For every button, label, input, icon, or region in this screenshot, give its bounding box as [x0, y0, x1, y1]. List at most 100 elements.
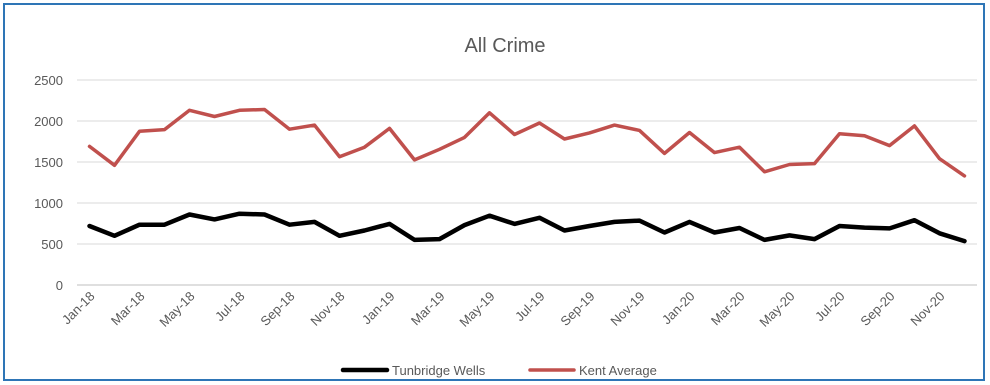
data-point	[938, 157, 941, 160]
x-tick-label: May-18	[156, 289, 197, 330]
data-point	[363, 229, 366, 232]
data-point	[588, 224, 591, 227]
data-point	[763, 170, 766, 173]
data-point	[288, 223, 291, 226]
data-point	[463, 224, 466, 227]
data-point	[638, 219, 641, 222]
data-point	[138, 130, 141, 133]
x-tick-label: Sep-20	[857, 289, 897, 329]
y-tick-label: 1000	[34, 196, 63, 211]
chart-title: All Crime	[464, 35, 545, 57]
data-point	[663, 152, 666, 155]
x-tick-label: Nov-19	[607, 289, 647, 329]
data-point	[738, 227, 741, 230]
data-point	[263, 213, 266, 216]
data-point	[913, 124, 916, 127]
data-point	[713, 231, 716, 234]
data-point	[363, 146, 366, 149]
data-point	[688, 131, 691, 134]
data-point	[313, 220, 316, 223]
data-point	[188, 213, 191, 216]
y-axis-ticks: 0 500 1000 1500 2000 2500	[34, 73, 63, 293]
data-point	[288, 128, 291, 131]
x-axis-ticks: Jan-18 Mar-18 May-18 Jul-18 Sep-18 Nov-18 Jan-…	[59, 289, 948, 330]
data-point	[238, 109, 241, 112]
data-point	[313, 124, 316, 127]
data-point	[613, 124, 616, 127]
data-point	[613, 220, 616, 223]
legend-label: Kent Average	[579, 363, 657, 378]
data-point	[463, 136, 466, 139]
data-point	[963, 174, 966, 177]
x-tick-label: Jan-20	[659, 289, 698, 328]
data-point	[138, 223, 141, 226]
data-point	[438, 238, 441, 241]
x-tick-label: Jul-19	[512, 289, 548, 325]
series-line-tunbridge-wells	[87, 211, 967, 244]
legend: Tunbridge Wells Kent Average	[340, 363, 657, 378]
y-tick-label: 0	[56, 278, 63, 293]
data-point	[388, 127, 391, 130]
chart-frame: All Crime 0 500 1000 1500 2000 2500 Jan-18 Mar…	[3, 3, 985, 381]
data-point	[738, 146, 741, 149]
data-point	[688, 220, 691, 223]
x-tick-label: Jul-20	[812, 289, 848, 325]
data-point	[863, 134, 866, 137]
line-chart: All Crime 0 500 1000 1500 2000 2500 Jan-18 Mar…	[34, 35, 977, 378]
x-tick-label: Nov-18	[307, 289, 347, 329]
data-point	[213, 218, 216, 221]
data-point	[413, 238, 416, 241]
data-point	[813, 238, 816, 241]
data-point	[338, 234, 341, 237]
data-point	[538, 216, 541, 219]
data-point	[563, 138, 566, 141]
data-point	[488, 214, 491, 217]
x-tick-label: Mar-18	[108, 289, 148, 329]
data-point	[588, 131, 591, 134]
data-point	[213, 115, 216, 118]
legend-label: Tunbridge Wells	[392, 363, 486, 378]
data-point	[413, 158, 416, 161]
data-point	[888, 144, 891, 147]
gridlines	[77, 79, 977, 286]
x-tick-label: Mar-20	[708, 289, 748, 329]
data-point	[163, 223, 166, 226]
y-tick-label: 500	[41, 237, 63, 252]
data-point	[338, 155, 341, 158]
data-point	[888, 227, 891, 230]
series-lines	[87, 107, 967, 244]
data-point	[638, 129, 641, 132]
data-point	[838, 224, 841, 227]
data-point	[713, 151, 716, 154]
data-point	[388, 222, 391, 225]
x-tick-label: Nov-20	[907, 289, 947, 329]
data-point	[838, 132, 841, 135]
data-point	[438, 148, 441, 151]
data-point	[88, 224, 91, 227]
x-tick-label: Sep-19	[557, 289, 597, 329]
data-point	[788, 163, 791, 166]
y-tick-label: 1500	[34, 155, 63, 170]
x-tick-label: Sep-18	[257, 289, 297, 329]
data-point	[113, 234, 116, 237]
x-tick-label: Mar-19	[408, 289, 448, 329]
x-tick-label: Jan-18	[59, 289, 98, 328]
data-point	[663, 231, 666, 234]
data-point	[113, 164, 116, 167]
y-tick-label: 2000	[34, 114, 63, 129]
data-point	[563, 229, 566, 232]
data-point	[88, 145, 91, 148]
data-point	[263, 108, 266, 111]
data-point	[238, 212, 241, 215]
data-point	[763, 238, 766, 241]
data-point	[488, 111, 491, 114]
data-point	[938, 232, 941, 235]
data-point	[538, 122, 541, 125]
x-tick-label: May-19	[456, 289, 497, 330]
data-point	[188, 109, 191, 112]
data-point	[963, 240, 966, 243]
data-point	[913, 219, 916, 222]
data-point	[513, 133, 516, 136]
data-point	[813, 162, 816, 165]
data-point	[163, 128, 166, 131]
